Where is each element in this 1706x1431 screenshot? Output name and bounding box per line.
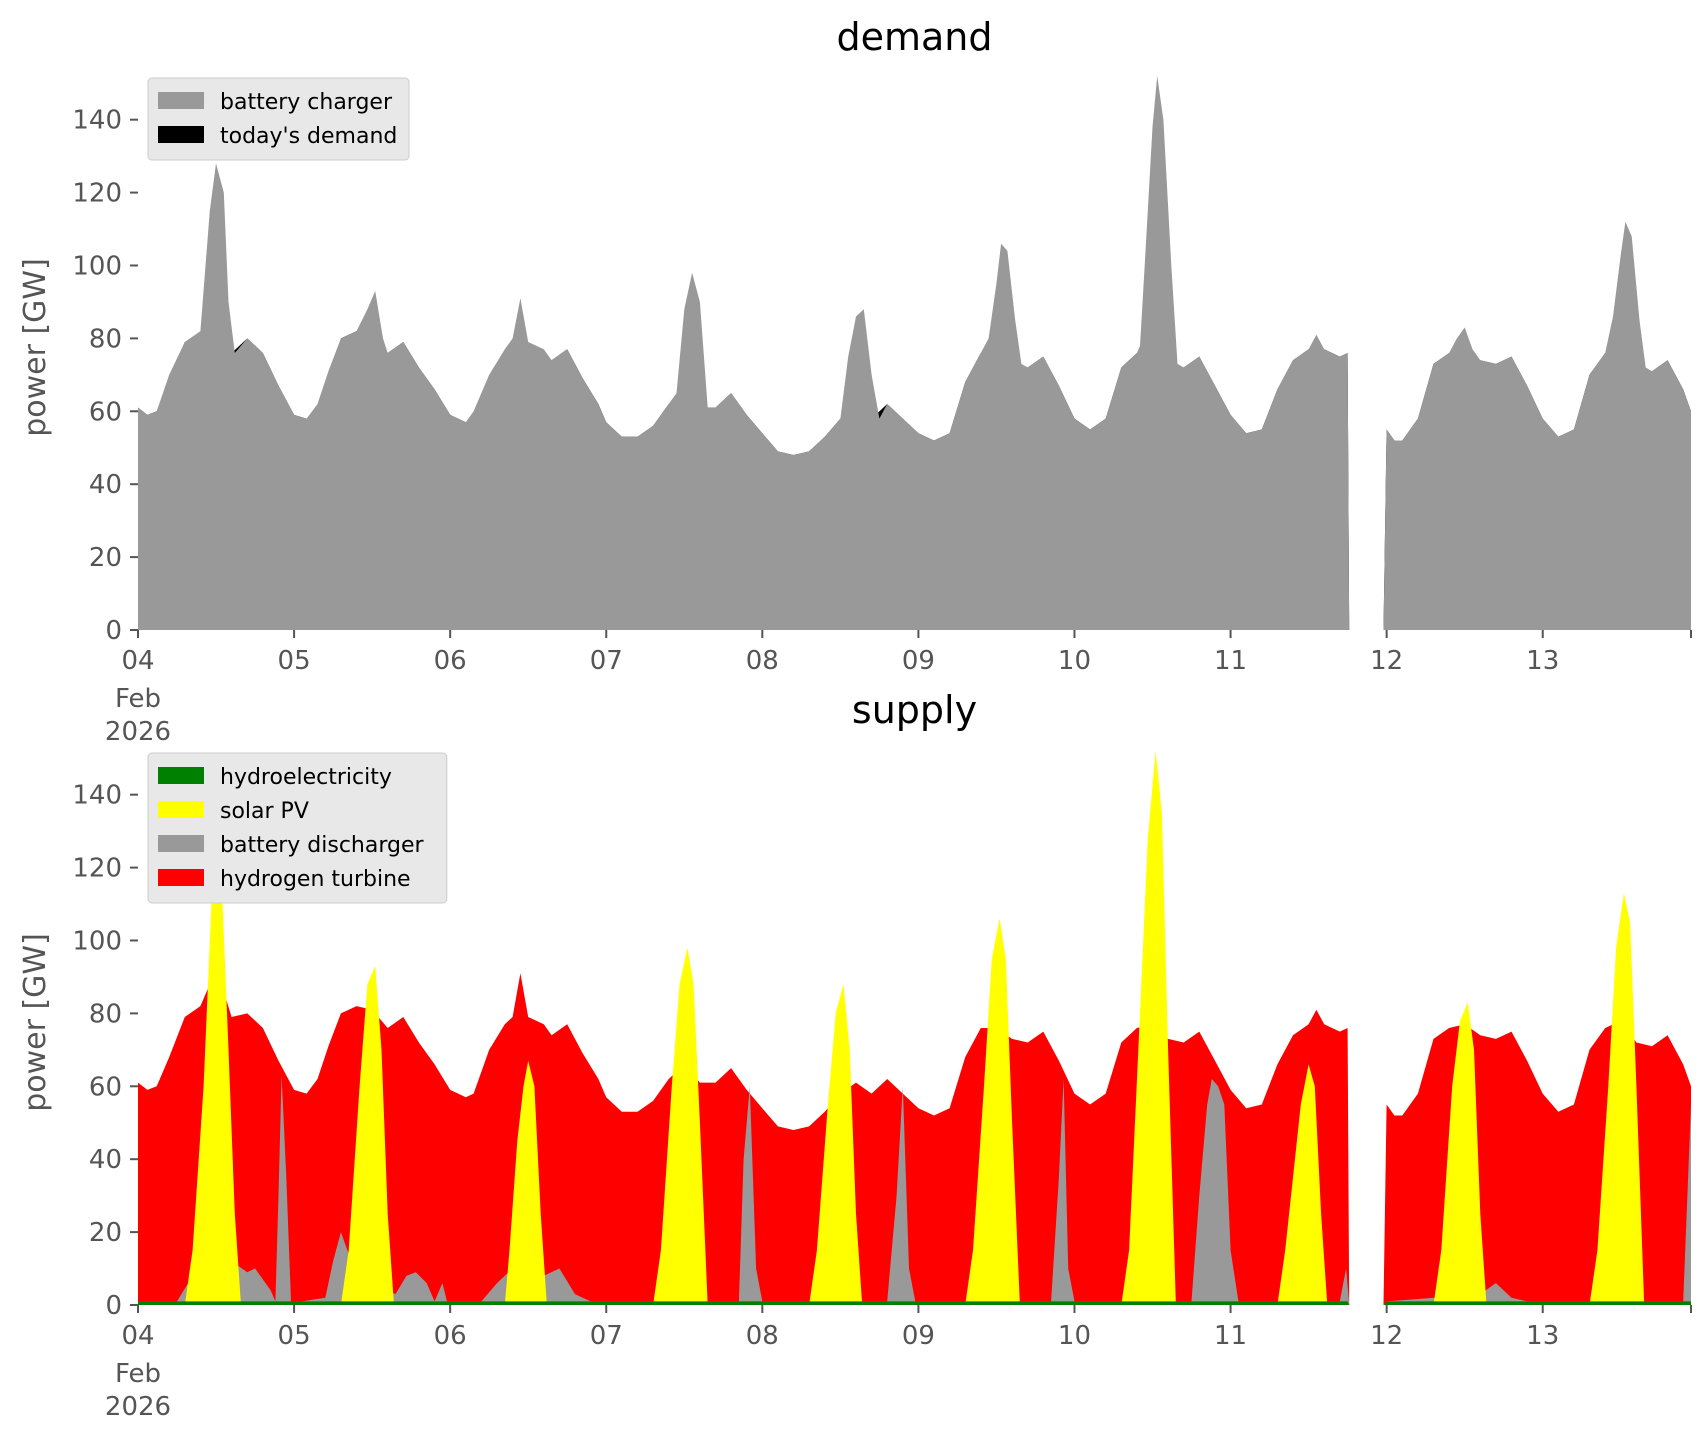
demand-xtick-label: 04 [121, 646, 154, 676]
supply-xtick-label: 04 [121, 1321, 154, 1351]
demand-xtick-label: 08 [746, 646, 779, 676]
demand-legend-box [147, 77, 410, 161]
demand-legend-label-battery-charger: battery charger [220, 90, 393, 115]
supply-ytick-label: 60 [89, 1072, 122, 1102]
demand-ytick-label: 140 [72, 106, 122, 136]
demand-ytick-label: 100 [72, 251, 122, 281]
demand-xtick-label: 13 [1526, 646, 1559, 676]
supply-ytick-label: 0 [105, 1291, 122, 1321]
supply-legend-label-hydrogen-turbine: hydrogen turbine [220, 867, 411, 892]
supply-title: supply [852, 688, 977, 732]
supply-xtick-label: 07 [590, 1321, 623, 1351]
supply-ytick-label: 40 [89, 1145, 122, 1175]
demand-xtick-label: 06 [434, 646, 467, 676]
demand-xtick-label: 10 [1058, 646, 1091, 676]
supply-xtick-label: 09 [902, 1321, 935, 1351]
supply-legend-swatch-solar-pv [158, 801, 204, 818]
supply-xtick-label: 11 [1214, 1321, 1247, 1351]
supply-ytick-label: 140 [72, 781, 122, 811]
supply-legend-swatch-hydroelectricity [158, 767, 204, 784]
supply-ytick-label: 80 [89, 999, 122, 1029]
demand-ytick-label: 80 [89, 324, 122, 354]
demand-xtick-label: 07 [590, 646, 623, 676]
supply-xtick-label: 05 [278, 1321, 311, 1351]
demand-legend-swatch-battery-charger [158, 92, 204, 109]
supply-legend-label-battery-discharger: battery discharger [220, 833, 425, 858]
demand-area-battery-charger [138, 75, 1691, 630]
demand-ytick-label: 120 [72, 179, 122, 209]
demand-legend-label-today-s-demand: today's demand [220, 124, 397, 149]
supply-legend-label-hydroelectricity: hydroelectricity [220, 765, 392, 790]
supply-xtick-label: 12 [1370, 1321, 1403, 1351]
supply-legend-swatch-hydrogen-turbine [158, 869, 204, 886]
supply-ytick-label: 100 [72, 926, 122, 956]
demand-xtick-sublabel: Feb [115, 684, 161, 714]
supply-ytick-label: 120 [72, 854, 122, 884]
demand-legend-swatch-today-s-demand [158, 126, 204, 143]
supply-xtick-label: 06 [434, 1321, 467, 1351]
demand-ylabel: power [GW] [18, 258, 53, 437]
supply-xtick-label: 13 [1526, 1321, 1559, 1351]
supply-area-hydroelectricity [138, 1301, 1691, 1305]
supply-legend-box [147, 752, 448, 904]
supply-ytick-label: 20 [89, 1218, 122, 1248]
demand-xtick-sublabel: 2026 [105, 717, 171, 747]
demand-xtick-label: 05 [278, 646, 311, 676]
demand-ytick-label: 60 [89, 397, 122, 427]
demand-ytick-label: 20 [89, 543, 122, 573]
demand-title: demand [836, 15, 992, 59]
supply-xtick-label: 10 [1058, 1321, 1091, 1351]
supply-legend-swatch-battery-discharger [158, 835, 204, 852]
supply-ylabel: power [GW] [18, 933, 53, 1112]
demand-ytick-label: 0 [105, 616, 122, 646]
supply-area-solar-pv [138, 750, 1691, 1305]
demand-xtick-label: 09 [902, 646, 935, 676]
supply-legend-label-solar-pv: solar PV [220, 799, 309, 824]
demand-xtick-label: 12 [1370, 646, 1403, 676]
demand-ytick-label: 40 [89, 470, 122, 500]
supply-xtick-sublabel: 2026 [105, 1392, 171, 1422]
supply-xtick-sublabel: Feb [115, 1359, 161, 1389]
supply-xtick-label: 08 [746, 1321, 779, 1351]
demand-xtick-label: 11 [1214, 646, 1247, 676]
